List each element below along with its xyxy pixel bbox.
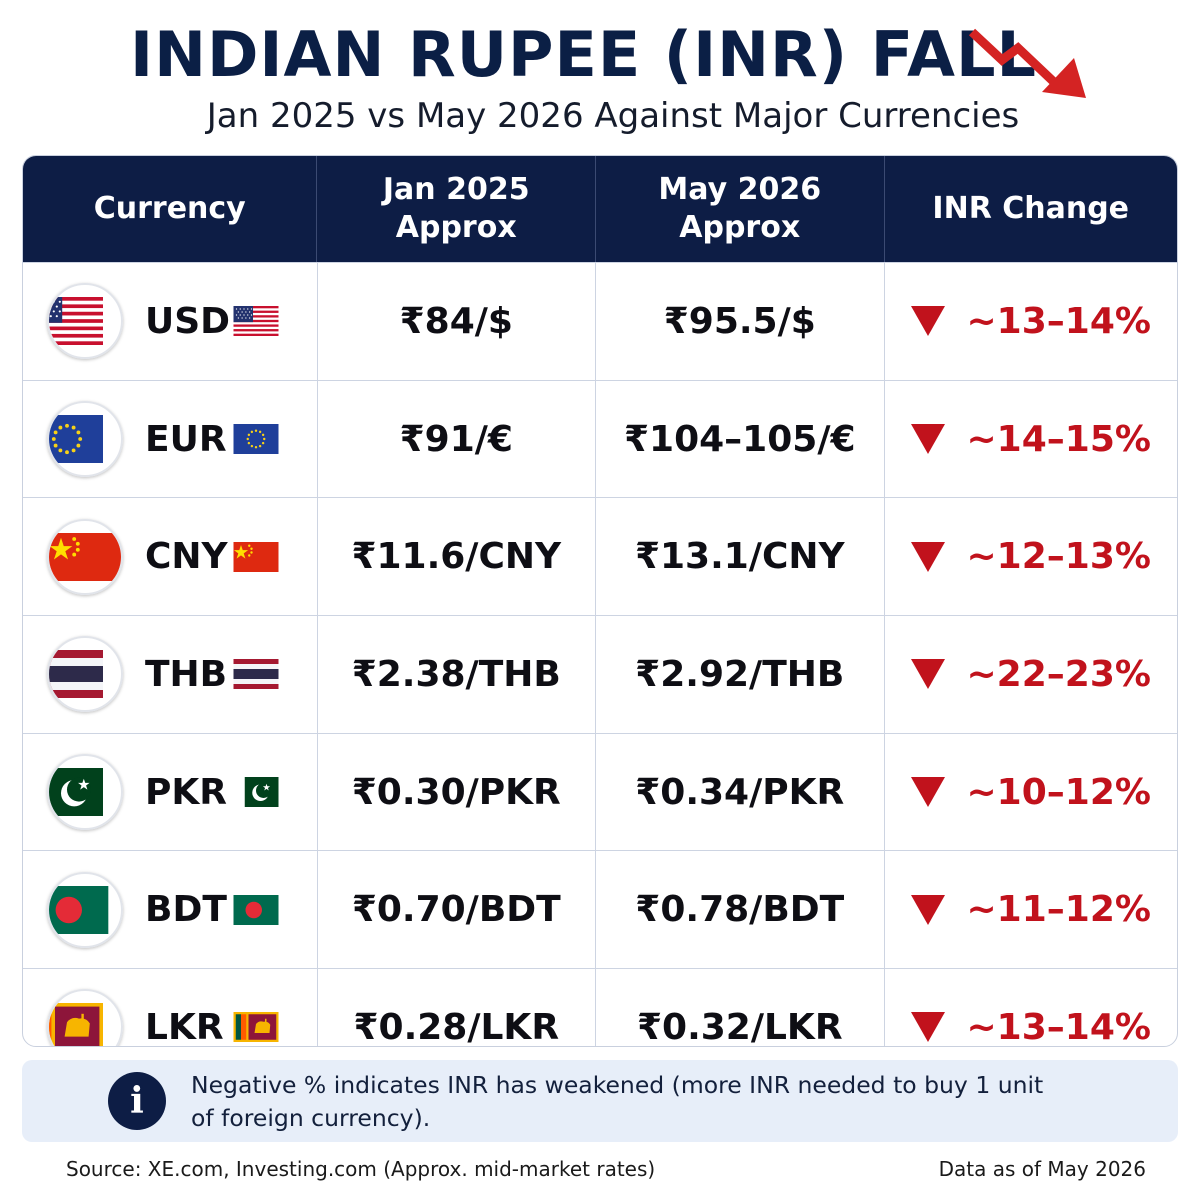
bangladesh-flag-icon (47, 871, 123, 948)
pakistan-flag-icon (47, 754, 123, 831)
sri-lanka-flag-icon (47, 989, 123, 1046)
currency-table: Currency Jan 2025 Approx May 2026 Approx… (22, 155, 1178, 1047)
page-title: INDIAN RUPEE (INR) FALL (130, 18, 1037, 91)
change-value: ~22–23% (966, 653, 1151, 695)
title-area: INDIAN RUPEE (INR) FALL Jan 2025 vs May … (0, 0, 1200, 150)
china-flag-icon (47, 518, 123, 595)
currency-code: EUR (145, 418, 227, 460)
table-header: Currency Jan 2025 Approx May 2026 Approx… (23, 156, 1177, 262)
jan-rate-cell: ₹84/$ (318, 263, 597, 380)
currency-code: CNY (145, 536, 228, 578)
down-triangle-icon (910, 541, 945, 572)
table-row: CNY ₹11.6/CNY ₹13.1/CNY ~12–13% (23, 497, 1177, 616)
currency-code: BDT (145, 889, 227, 931)
column-header-may-line1: May 2026 (658, 172, 822, 207)
down-triangle-icon (910, 424, 945, 455)
currency-cell: EUR (23, 380, 318, 498)
eu-flag-small-icon (233, 424, 279, 454)
pakistan-flag-small-icon (233, 777, 279, 807)
thailand-flag-icon (47, 636, 123, 713)
change-cell: ~11–12% (885, 851, 1177, 968)
data-date-text: Data as of May 2026 (938, 1157, 1146, 1181)
jan-rate-cell: ₹2.38/THB (318, 616, 597, 733)
change-value: ~13–14% (966, 300, 1151, 342)
column-header-may: May 2026 Approx (596, 156, 885, 262)
may-rate-cell: ₹0.32/LKR (596, 969, 885, 1046)
currency-cell: LKR (23, 969, 318, 1047)
currency-cell: PKR (23, 733, 318, 851)
table-row: EUR ₹91/€ ₹104–105/€ ~14–15% (23, 379, 1177, 498)
column-header-currency-label: Currency (93, 191, 246, 226)
sri-lanka-flag-small-icon (233, 1012, 279, 1042)
thailand-flag-small-icon (233, 659, 279, 689)
may-rate-cell: ₹0.34/PKR (596, 733, 885, 851)
column-header-may-line2: Approx (679, 210, 801, 245)
currency-code: USD (145, 300, 231, 342)
info-note-line1: Negative % indicates INR has weakened (m… (191, 1071, 1044, 1099)
down-triangle-icon (910, 894, 945, 925)
may-rate-cell: ₹2.92/THB (596, 616, 885, 733)
currency-code: PKR (145, 771, 228, 813)
may-rate-cell: ₹95.5/$ (596, 263, 885, 380)
jan-rate-cell: ₹0.28/LKR (318, 969, 597, 1046)
currency-code: LKR (145, 1006, 224, 1047)
column-header-currency: Currency (23, 156, 318, 262)
change-cell: ~13–14% (885, 969, 1177, 1047)
may-rate-cell: ₹0.78/BDT (596, 851, 885, 969)
table-row: LKR ₹0.28/LKR ₹0.32/LKR ~13–14% (23, 968, 1177, 1047)
jan-rate-cell: ₹0.70/BDT (318, 851, 597, 969)
change-value: ~10–12% (966, 771, 1151, 813)
table-row: THB ₹2.38/THB ₹2.92/THB ~22–23% (23, 615, 1177, 733)
source-text: Source: XE.com, Investing.com (Approx. m… (66, 1157, 656, 1181)
page-subtitle: Jan 2025 vs May 2026 Against Major Curre… (206, 96, 1020, 136)
currency-cell: BDT (23, 851, 318, 969)
eu-flag-icon (47, 401, 123, 478)
table-row: BDT ₹0.70/BDT ₹0.78/BDT ~11–12% (23, 850, 1177, 969)
currency-cell: THB (23, 616, 318, 733)
down-triangle-icon (910, 306, 945, 337)
column-header-jan-line1: Jan 2025 (382, 172, 530, 207)
down-triangle-icon (910, 777, 945, 808)
change-cell: ~10–12% (885, 734, 1177, 851)
change-value: ~13–14% (966, 1006, 1151, 1047)
jan-rate-cell: ₹0.30/PKR (318, 733, 597, 851)
us-flag-icon (47, 283, 123, 360)
down-triangle-icon (910, 659, 945, 690)
info-note-line2: of foreign currency). (191, 1104, 431, 1132)
currency-code: THB (145, 653, 228, 695)
change-value: ~11–12% (966, 889, 1151, 931)
table-row: PKR ₹0.30/PKR ₹0.34/PKR ~10–12% (23, 732, 1177, 851)
column-header-change-label: INR Change (932, 191, 1130, 226)
column-header-jan: Jan 2025 Approx (317, 156, 596, 262)
currency-cell: CNY (23, 498, 318, 616)
jan-rate-cell: ₹91/€ (318, 380, 597, 498)
currency-cell: USD (23, 263, 318, 380)
down-triangle-icon (910, 1012, 945, 1043)
info-note-text: Negative % indicates INR has weakened (m… (191, 1069, 1091, 1135)
bangladesh-flag-small-icon (233, 895, 279, 925)
may-rate-cell: ₹13.1/CNY (596, 498, 885, 616)
change-value: ~12–13% (966, 536, 1151, 578)
china-flag-small-icon (233, 542, 279, 572)
table-row: USD ₹84/$ ₹95.5/$ ~13–14% (23, 262, 1177, 380)
jan-rate-cell: ₹11.6/CNY (318, 498, 597, 616)
change-cell: ~13–14% (885, 263, 1177, 380)
change-cell: ~14–15% (885, 381, 1177, 498)
column-header-jan-line2: Approx (395, 210, 517, 245)
change-cell: ~22–23% (885, 616, 1177, 733)
us-flag-small-icon (233, 306, 279, 336)
change-value: ~14–15% (966, 418, 1151, 460)
change-cell: ~12–13% (885, 498, 1177, 615)
info-icon: i (108, 1072, 166, 1130)
may-rate-cell: ₹104–105/€ (596, 380, 885, 498)
info-note: i Negative % indicates INR has weakened … (22, 1060, 1178, 1142)
down-trend-arrow-icon (968, 28, 1086, 98)
column-header-change: INR Change (885, 156, 1177, 262)
